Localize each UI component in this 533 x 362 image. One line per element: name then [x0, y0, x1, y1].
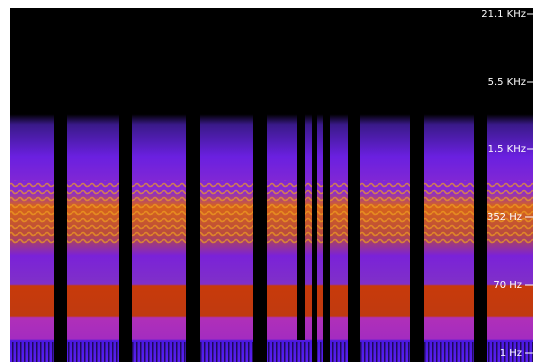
page: 21.1 KHz 5.5 KHz 1.5 KHz 352 Hz 70 Hz 1 …	[0, 0, 533, 362]
axis-label: 1.5 KHz	[488, 144, 526, 155]
spectrogram-view: 21.1 KHz 5.5 KHz 1.5 KHz 352 Hz 70 Hz 1 …	[0, 0, 533, 362]
axis-label: 352 Hz	[487, 212, 522, 223]
formant-texture	[10, 180, 533, 245]
axis-label: 21.1 KHz	[481, 9, 526, 20]
axis-label: 5.5 KHz	[488, 77, 526, 88]
low-band-texture	[10, 342, 533, 362]
axis-label: 70 Hz	[493, 280, 522, 291]
axis-label: 1 Hz	[500, 348, 522, 359]
